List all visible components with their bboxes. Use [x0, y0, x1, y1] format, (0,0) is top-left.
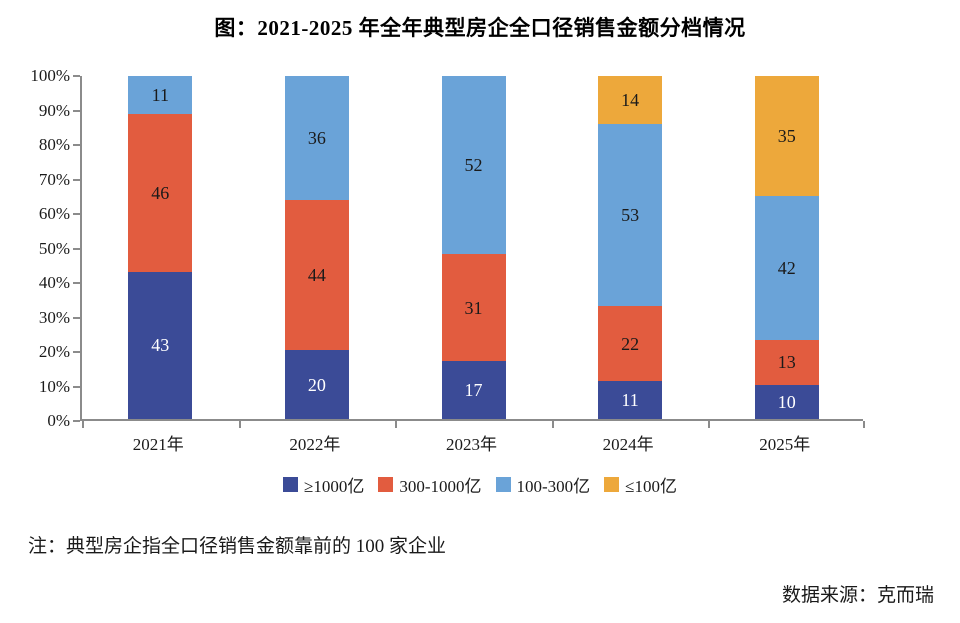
- y-axis-tick: [73, 144, 80, 146]
- bar-value-label: 13: [777, 352, 796, 373]
- y-axis-tick: [73, 178, 80, 181]
- note-text: 注：典型房企指全口径销售金额靠前的 100 家企业: [28, 536, 447, 557]
- bar-value-label: 11: [151, 84, 169, 105]
- legend-swatch-icon: [604, 477, 620, 492]
- y-axis-label: 30%: [38, 307, 70, 327]
- legend-swatch-icon: [282, 477, 298, 492]
- bar-value-label: 10: [777, 391, 796, 412]
- y-axis-tick: [73, 75, 80, 77]
- y-axis-tick: [73, 109, 80, 112]
- x-axis-tick: [82, 421, 84, 428]
- y-axis-label: 100%: [30, 66, 70, 85]
- bar-segment-300-1000亿: 13: [754, 340, 819, 385]
- legend-label: ≥1000亿: [303, 477, 365, 496]
- y-axis-label: 10%: [38, 376, 70, 396]
- bar-value-label: 35: [777, 126, 796, 147]
- y-axis: 0% 10% 20% 30% 40% 50% 60% 70% 80% 90% 100%: [0, 66, 70, 430]
- y-axis-label: 60%: [38, 204, 70, 223]
- bar-segment-100-300亿: 42: [754, 196, 819, 341]
- bar-segment-100-300亿: 11: [128, 76, 193, 114]
- y-axis-tick: [73, 385, 80, 388]
- y-axis-label: 90%: [38, 100, 70, 120]
- bar-segment-≥1000亿: 20: [284, 350, 349, 419]
- y-axis-tick: [73, 213, 80, 215]
- legend: ≥1000亿 300-1000亿 100-300亿 ≤100亿: [0, 472, 960, 497]
- bar-2021年: 43 46 11: [128, 76, 193, 419]
- legend-item-300-1000亿: 300-1000亿: [378, 472, 482, 497]
- bar-2024年: 11 22 53 14: [598, 76, 663, 419]
- x-axis-tick: [551, 421, 554, 428]
- bar-segment-300-1000亿: 22: [598, 305, 663, 382]
- bar-value-label: 43: [151, 335, 170, 356]
- bar-value-label: 11: [621, 390, 639, 411]
- bar-value-label: 22: [621, 333, 640, 354]
- y-axis-label: 70%: [38, 169, 70, 189]
- legend-swatch-icon: [495, 477, 511, 492]
- y-axis-label: 0%: [47, 411, 70, 430]
- bar-segment-300-1000亿: 44: [284, 199, 349, 351]
- x-axis-tick: [238, 421, 241, 428]
- bar-segment-≥1000亿: 17: [441, 360, 506, 419]
- plot-area: 43 46 11 20 44 36 17 31 52 11 22 53 14 10 13 42 35: [73, 75, 865, 428]
- legend-item-≥1000亿: ≥1000亿: [282, 472, 365, 497]
- x-axis-tick: [395, 421, 398, 428]
- x-axis-tick: [863, 421, 865, 428]
- x-axis-label: 2025年: [759, 435, 811, 454]
- bar-2022年: 20 44 36: [284, 76, 349, 419]
- y-axis-tick: [73, 247, 80, 250]
- legend-swatch-icon: [378, 477, 394, 492]
- bar-segment-100-300亿: 36: [284, 76, 349, 200]
- x-axis-tick: [708, 421, 711, 428]
- bar-segment-≤100亿: 14: [598, 76, 663, 125]
- bar-value-label: 14: [621, 90, 640, 111]
- x-axis-label: 2021年: [132, 435, 184, 454]
- bar-2023年: 17 31 52: [441, 76, 506, 419]
- x-axis-label: 2022年: [289, 435, 341, 454]
- bar-segment-≥1000亿: 11: [598, 381, 663, 419]
- y-axis-tick: [73, 316, 80, 319]
- bar-value-label: 31: [464, 297, 483, 318]
- x-axis-label: 2023年: [445, 435, 497, 454]
- x-axis: 2021年 2022年 2023年 2024年 2025年: [80, 430, 863, 454]
- bar-value-label: 42: [777, 258, 796, 279]
- bar-value-label: 53: [621, 204, 640, 225]
- legend-label: ≤100亿: [625, 477, 678, 496]
- y-axis-label: 20%: [38, 342, 70, 361]
- y-axis-tick: [73, 420, 80, 422]
- y-axis-label: 50%: [38, 238, 70, 258]
- chart-title: 图：2021-2025 年全年典型房企全口径销售金额分档情况: [214, 16, 746, 40]
- y-axis-label: 80%: [38, 135, 70, 154]
- bar-segment-≥1000亿: 10: [754, 384, 819, 419]
- source-text: 数据来源：克而瑞: [781, 585, 934, 606]
- bar-segment-100-300亿: 53: [598, 124, 663, 306]
- bar-value-label: 44: [307, 264, 326, 285]
- bar-segment-100-300亿: 52: [441, 76, 506, 255]
- bar-segment-≤100亿: 35: [754, 76, 819, 197]
- legend-label: 300-1000亿: [399, 477, 482, 496]
- legend-item-100-300亿: 100-300亿: [495, 472, 591, 497]
- bar-value-label: 46: [151, 182, 170, 203]
- legend-item-≤100亿: ≤100亿: [604, 472, 677, 497]
- y-axis-label: 40%: [38, 273, 70, 292]
- x-axis-label: 2024年: [602, 435, 654, 454]
- bar-value-label: 36: [307, 127, 326, 148]
- y-axis-tick: [73, 351, 80, 353]
- bar-segment-300-1000亿: 31: [441, 254, 506, 361]
- bar-value-label: 20: [307, 374, 326, 395]
- bar-value-label: 52: [464, 155, 483, 176]
- y-axis-tick: [73, 282, 80, 284]
- bar-2025年: 10 13 42 35: [754, 76, 819, 419]
- bar-value-label: 17: [464, 379, 483, 400]
- bar-segment-≥1000亿: 43: [128, 271, 193, 419]
- bar-segment-300-1000亿: 46: [128, 113, 193, 272]
- legend-label: 100-300亿: [516, 477, 591, 496]
